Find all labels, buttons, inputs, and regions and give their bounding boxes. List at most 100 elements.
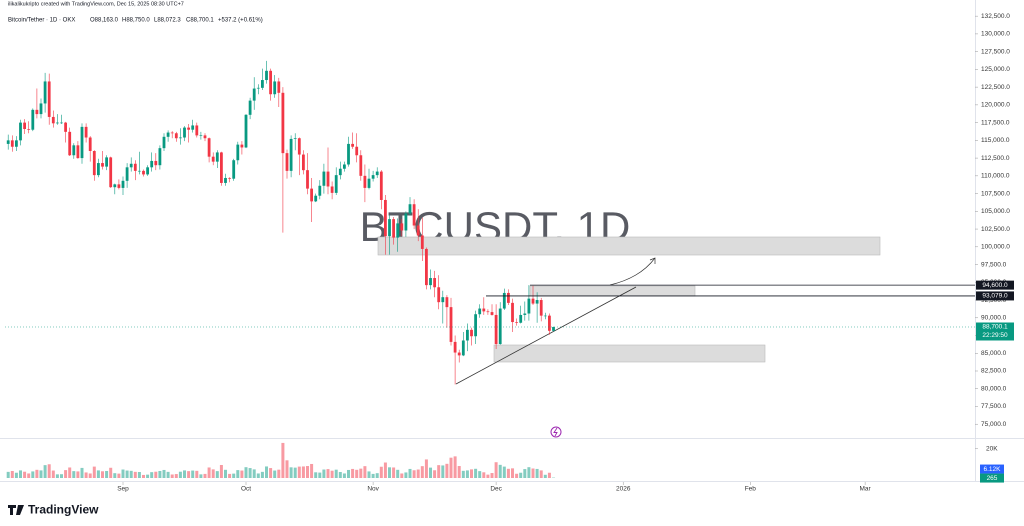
y-tick-label: 80,000.0 (981, 385, 1007, 392)
y-tick-label: 130,000.0 (981, 31, 1010, 38)
zone (529, 285, 696, 297)
logo-icon (8, 505, 24, 515)
candle-body (543, 315, 547, 317)
candle-body (486, 311, 490, 313)
candle-body (322, 171, 326, 186)
volume-bar (474, 468, 478, 478)
candle-body (457, 352, 461, 356)
candle-body (535, 300, 539, 304)
volume-bar (174, 474, 178, 478)
candle-body (236, 144, 240, 161)
volume-bar (240, 470, 244, 478)
volume-bar (293, 467, 297, 478)
volume-bar (326, 469, 330, 478)
volume-bar (490, 473, 494, 478)
volume-bar (64, 470, 68, 478)
volume-bar (301, 466, 305, 478)
candle-body (425, 248, 428, 286)
volume-bar (35, 469, 39, 478)
candle-body (125, 167, 129, 181)
candle-body (215, 152, 219, 162)
volume-bar (289, 467, 293, 478)
candle-body (113, 184, 117, 188)
candle-body (146, 167, 150, 175)
candle-body (101, 163, 104, 167)
volume-bar (543, 474, 547, 478)
volume-bar (547, 472, 551, 478)
candle-body (179, 137, 182, 139)
volume-bar (142, 474, 146, 478)
volume-bar (244, 467, 248, 478)
volume-bar (105, 470, 109, 478)
x-tick-label: Dec (490, 486, 502, 493)
volume-bar (252, 469, 256, 478)
candle-body (60, 122, 63, 124)
candle-body (244, 114, 248, 148)
x-tick-label: 2026 (616, 486, 631, 493)
candle-body (150, 160, 154, 168)
candle-body (232, 160, 236, 179)
candle-body (183, 127, 186, 138)
x-tick-label: Mar (860, 486, 872, 493)
y-tick-label: 112,500.0 (981, 155, 1010, 162)
y-tick-label: 122,500.0 (981, 84, 1010, 91)
candle-body (363, 175, 367, 188)
volume-bar (465, 470, 469, 478)
y-tick-label: 77,500.0 (981, 403, 1007, 410)
volume-bar (195, 470, 199, 478)
volume-bar (191, 470, 195, 478)
candle-body (220, 152, 223, 183)
candle-body (207, 138, 211, 157)
volume-bar (47, 464, 51, 478)
candle-body (375, 171, 379, 176)
event-icon[interactable] (550, 426, 562, 438)
candle-body (109, 157, 113, 188)
volume-bar (416, 469, 420, 478)
candle-body (224, 177, 227, 183)
candle-body (35, 109, 39, 115)
volume-bar (183, 470, 187, 478)
volume-bar (133, 471, 137, 478)
candle-body (105, 157, 109, 167)
candle-body (240, 144, 244, 148)
y-tick-label: 120,000.0 (981, 102, 1010, 109)
volume-bar (379, 466, 383, 478)
trendline (455, 286, 637, 385)
zone (377, 236, 881, 256)
candle-body (326, 171, 330, 187)
volume-bar (166, 471, 170, 478)
candle-body (14, 140, 18, 147)
volume-bar (396, 469, 400, 478)
price-label-box (976, 280, 1014, 290)
volume-bar (232, 473, 236, 478)
y-tick-label: 110,000.0 (981, 173, 1010, 180)
candle-body (507, 292, 510, 303)
candle-body (138, 170, 141, 172)
candle-body (306, 170, 309, 189)
candle-body (396, 223, 400, 238)
volume-bar (121, 469, 125, 478)
volume-bar (236, 470, 240, 478)
candle-body (429, 278, 432, 286)
volume-bar (445, 463, 449, 478)
candle-body (359, 155, 363, 176)
volume-ma-box (980, 464, 1004, 474)
volume-last-box (980, 473, 1004, 483)
candle-body (187, 127, 191, 130)
candle-body (170, 132, 174, 134)
price-label: 93,079.0 (982, 293, 1008, 300)
volume-bar (59, 474, 63, 478)
volume-bar (55, 474, 59, 478)
candle-body (379, 171, 383, 200)
volume-bar (314, 472, 318, 478)
candle-body (265, 70, 268, 81)
volume-bar (449, 457, 453, 478)
last-price-label: 88,700.1 (982, 324, 1008, 331)
y-tick-label: 102,500.0 (981, 226, 1010, 233)
candle-body (445, 297, 449, 308)
volume-bar (203, 473, 207, 478)
candle-body (10, 140, 14, 147)
volume-bar (43, 465, 47, 478)
countdown: 22:29:50 (982, 332, 1008, 339)
